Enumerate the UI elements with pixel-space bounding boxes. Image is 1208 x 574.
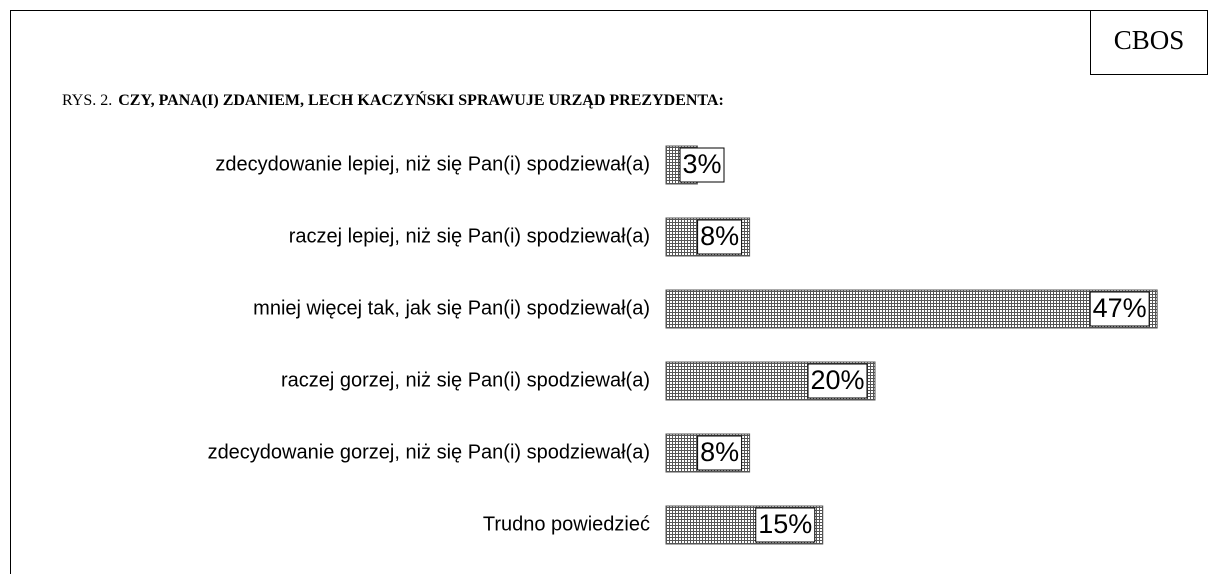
value-label-box [1089, 291, 1150, 327]
value-label: 8% [700, 437, 739, 467]
value-label-box [807, 363, 868, 399]
category-label: zdecydowanie gorzej, niż się Pan(i) spod… [208, 441, 650, 463]
category-label: raczej gorzej, niż się Pan(i) spodziewał… [281, 369, 650, 391]
value-label: 47% [1093, 293, 1147, 323]
value-label-box [755, 507, 816, 543]
value-label: 15% [758, 509, 812, 539]
value-label-box [679, 147, 725, 183]
value-label-box [697, 219, 743, 255]
value-label: 20% [810, 365, 864, 395]
title: CZY, PANA(I) ZDANIEM, LECH KACZYŃSKI SPR… [118, 90, 724, 109]
bar [665, 289, 1158, 329]
chart-title: RYS. 2. CZY, PANA(I) ZDANIEM, LECH KACZYŃ… [62, 90, 724, 109]
source-box [1090, 10, 1208, 75]
category-label: mniej więcej tak, jak się Pan(i) spodzie… [253, 297, 650, 319]
figure-label: RYS. 2. [62, 92, 112, 109]
source: CBOS [1114, 25, 1185, 55]
value-label-box [697, 435, 743, 471]
value-label: 3% [682, 149, 721, 179]
category-label: raczej lepiej, niż się Pan(i) spodziewał… [289, 225, 650, 247]
value-label: 8% [700, 221, 739, 251]
category-label: zdecydowanie lepiej, niż się Pan(i) spod… [215, 153, 650, 175]
category-label: Trudno powiedzieć [483, 513, 650, 535]
